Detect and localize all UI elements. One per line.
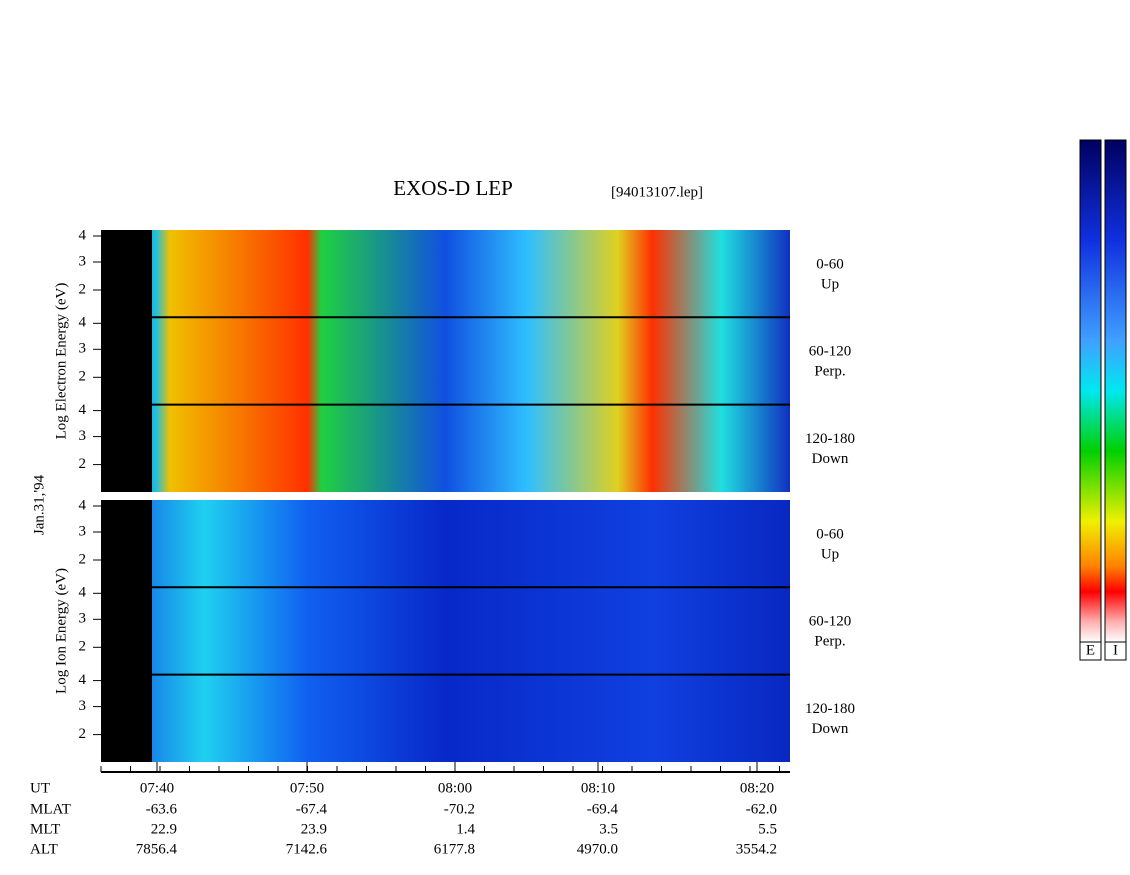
y-axis-label: Log Ion Energy (eV) bbox=[53, 568, 69, 694]
orbit-value: 7142.6 bbox=[286, 841, 328, 857]
electron-spectrogram bbox=[101, 230, 790, 492]
y-tick-label: 4 bbox=[79, 315, 87, 331]
orbit-value: 3.5 bbox=[599, 821, 618, 837]
panel-sublabel: Down bbox=[812, 721, 849, 737]
y-tick-label: 4 bbox=[79, 402, 87, 418]
panel-sublabel: Perp. bbox=[814, 634, 845, 650]
file-name: [94013107.lep] bbox=[611, 184, 703, 200]
colorbar bbox=[1104, 139, 1127, 643]
y-tick-label: 4 bbox=[79, 497, 87, 513]
orbit-value: -62.0 bbox=[746, 801, 777, 817]
y-tick-label: 4 bbox=[79, 227, 87, 243]
panel-label: 120-180 bbox=[805, 431, 855, 447]
y-tick-label: 3 bbox=[79, 611, 87, 627]
orbit-value: -63.6 bbox=[146, 801, 178, 817]
colorbar bbox=[1079, 139, 1102, 643]
y-tick-label: 3 bbox=[79, 341, 87, 357]
colorbar-label: I bbox=[1113, 642, 1118, 658]
colorbar-label-box bbox=[1104, 641, 1127, 661]
orbit-value: 1.4 bbox=[456, 821, 475, 837]
orbit-value: -67.4 bbox=[296, 801, 328, 817]
time-label: 08:10 bbox=[581, 780, 615, 796]
time-label: 07:40 bbox=[140, 780, 174, 796]
y-tick-label: 3 bbox=[79, 428, 87, 444]
title: EXOS-D LEP bbox=[393, 176, 513, 200]
ion-spectrogram bbox=[101, 500, 790, 762]
panel-sublabel: Perp. bbox=[814, 364, 845, 380]
orbit-value: -70.2 bbox=[444, 801, 475, 817]
y-tick-label: 2 bbox=[79, 551, 87, 567]
panel-sublabel: Down bbox=[812, 451, 849, 467]
orbit-value: 5.5 bbox=[758, 821, 777, 837]
panel-label: 0-60 bbox=[816, 526, 844, 542]
row-label: UT bbox=[30, 780, 50, 796]
y-tick-label: 2 bbox=[79, 281, 87, 297]
row-label: MLAT bbox=[30, 801, 71, 817]
y-tick-label: 4 bbox=[79, 672, 87, 688]
y-tick-label: 3 bbox=[79, 698, 87, 714]
row-label: ALT bbox=[30, 841, 58, 857]
y-tick-label: 2 bbox=[79, 456, 87, 472]
panel-label: 60-120 bbox=[809, 344, 852, 360]
no-data bbox=[101, 500, 152, 762]
orbit-value: 7856.4 bbox=[136, 841, 178, 857]
date-label: Jan.31,'94 bbox=[31, 474, 47, 535]
y-tick-label: 3 bbox=[79, 523, 87, 539]
y-tick-label: 3 bbox=[79, 253, 87, 269]
orbit-value: 3554.2 bbox=[736, 841, 777, 857]
y-tick-label: 4 bbox=[79, 585, 87, 601]
y-tick-label: 2 bbox=[79, 639, 87, 655]
orbit-value: 23.9 bbox=[301, 821, 327, 837]
orbit-value: 22.9 bbox=[151, 821, 177, 837]
row-label: MLT bbox=[30, 821, 60, 837]
time-label: 08:00 bbox=[438, 780, 472, 796]
panel-sublabel: Up bbox=[821, 546, 839, 562]
orbit-value: -69.4 bbox=[587, 801, 619, 817]
orbit-value: 4970.0 bbox=[577, 841, 618, 857]
y-tick-label: 2 bbox=[79, 726, 87, 742]
y-axis-label: Log Electron Energy (eV) bbox=[53, 283, 69, 440]
panel-label: 60-120 bbox=[809, 614, 852, 630]
panel-sublabel: Up bbox=[821, 276, 839, 292]
time-label: 08:20 bbox=[740, 780, 774, 796]
colorbar-label: E bbox=[1086, 642, 1095, 658]
orbit-value: 6177.8 bbox=[434, 841, 475, 857]
no-data bbox=[101, 230, 152, 492]
colorbar-label-box bbox=[1079, 641, 1102, 661]
panel-label: 0-60 bbox=[816, 256, 844, 272]
y-tick-label: 2 bbox=[79, 369, 87, 385]
time-label: 07:50 bbox=[290, 780, 324, 796]
panel-label: 120-180 bbox=[805, 701, 855, 717]
